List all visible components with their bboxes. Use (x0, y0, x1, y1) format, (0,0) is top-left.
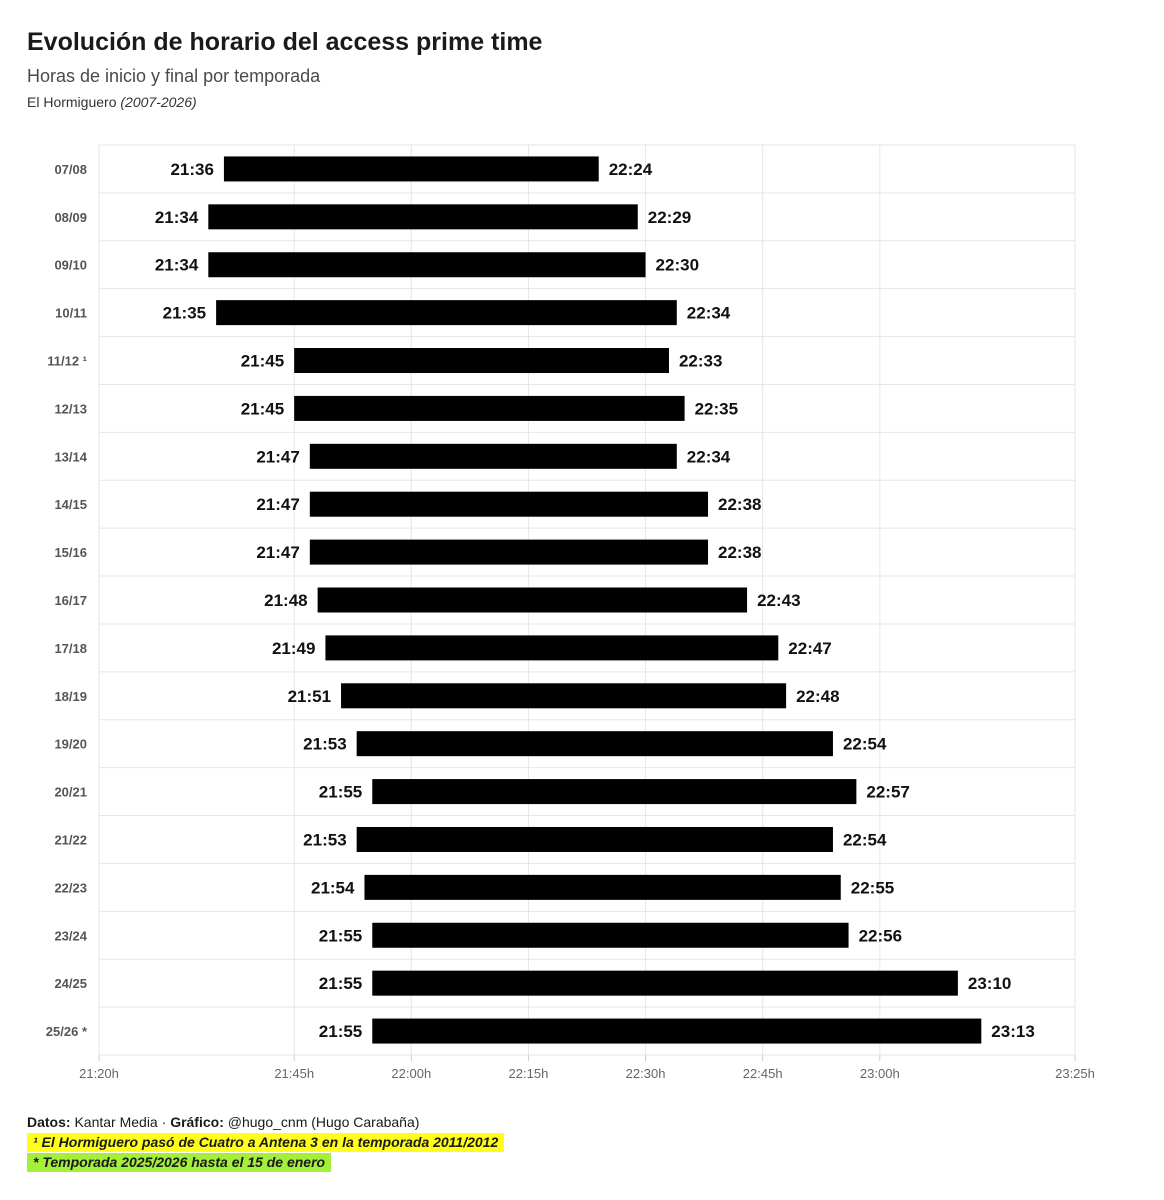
time-range-bar (364, 874, 841, 900)
season-label: 13/14 (54, 449, 87, 464)
end-time-label: 22:55 (851, 878, 894, 897)
end-time-label: 22:34 (687, 447, 731, 466)
season-label: 17/18 (54, 641, 87, 656)
chart-credit-label: Gráfico: (170, 1114, 224, 1130)
start-time-label: 21:45 (241, 399, 284, 418)
time-range-bar (372, 922, 849, 948)
season-label: 09/10 (54, 258, 87, 273)
season-label: 22/23 (54, 880, 87, 895)
x-tick-label: 23:25h (1055, 1066, 1095, 1081)
time-range-bar (309, 491, 709, 517)
x-tick-label: 21:20h (79, 1066, 119, 1081)
end-time-label: 23:10 (968, 974, 1011, 993)
time-range-bar (356, 826, 833, 852)
start-time-label: 21:49 (272, 639, 315, 658)
time-range-bar (294, 395, 685, 421)
start-time-label: 21:47 (256, 495, 299, 514)
end-time-label: 22:47 (788, 639, 831, 658)
end-time-label: 22:29 (648, 208, 691, 227)
end-time-label: 22:35 (695, 399, 738, 418)
chart-footer: Datos: Kantar Media · Gráfico: @hugo_cnm… (27, 1113, 505, 1172)
time-range-bar (309, 443, 677, 469)
start-time-label: 21:48 (264, 591, 307, 610)
end-time-label: 22:54 (843, 735, 887, 754)
end-time-label: 22:24 (609, 160, 653, 179)
end-time-label: 22:33 (679, 352, 722, 371)
chart-subtitle: Horas de inicio y final por temporada (27, 66, 321, 86)
time-range-bar (372, 1018, 982, 1044)
season-label: 23/24 (54, 928, 87, 943)
time-range-bar (325, 635, 779, 661)
chart-credit-value: @hugo_cnm (Hugo Carabaña) (227, 1114, 420, 1130)
end-time-label: 23:13 (991, 1022, 1034, 1041)
start-time-label: 21:53 (303, 830, 346, 849)
data-label: Datos: (27, 1114, 71, 1130)
season-label: 15/16 (54, 545, 87, 560)
end-time-label: 22:34 (687, 304, 731, 323)
footnote-channel-change: ¹ El Hormiguero pasó de Cuatro a Antena … (27, 1133, 505, 1152)
start-time-label: 21:34 (155, 256, 199, 275)
start-time-label: 21:36 (170, 160, 213, 179)
start-time-label: 21:55 (319, 974, 362, 993)
season-label: 19/20 (54, 737, 87, 752)
end-time-label: 22:38 (718, 495, 761, 514)
start-time-label: 21:45 (241, 352, 284, 371)
start-time-label: 21:47 (256, 447, 299, 466)
time-range-bar (317, 587, 748, 613)
x-tick-label: 22:15h (509, 1066, 549, 1081)
season-label: 08/09 (54, 210, 87, 225)
start-time-label: 21:55 (319, 783, 362, 802)
season-label: 07/08 (54, 162, 87, 177)
chart-show-line: El Hormiguero (2007-2026) (27, 94, 197, 110)
start-time-label: 21:54 (311, 878, 355, 897)
start-time-label: 21:55 (319, 926, 362, 945)
season-label: 21/22 (54, 832, 87, 847)
time-range-bar (309, 539, 709, 565)
end-time-label: 22:54 (843, 830, 887, 849)
show-name: El Hormiguero (27, 94, 117, 110)
footnote-partial-season: * Temporada 2025/2026 hasta el 15 de ene… (27, 1153, 332, 1172)
start-time-label: 21:35 (163, 304, 206, 323)
season-label: 14/15 (54, 497, 87, 512)
time-range-bar (372, 779, 857, 805)
end-time-label: 22:48 (796, 687, 839, 706)
start-time-label: 21:34 (155, 208, 199, 227)
end-time-label: 22:43 (757, 591, 800, 610)
start-time-label: 21:53 (303, 735, 346, 754)
time-range-bar (372, 970, 958, 996)
x-tick-label: 22:45h (743, 1066, 783, 1081)
show-years: (2007-2026) (120, 94, 197, 110)
season-label: 18/19 (54, 689, 87, 704)
start-time-label: 21:51 (288, 687, 331, 706)
end-time-label: 22:38 (718, 543, 761, 562)
season-label: 11/12 ¹ (47, 354, 87, 369)
season-label: 10/11 (55, 306, 87, 321)
x-tick-label: 22:00h (391, 1066, 431, 1081)
x-tick-label: 22:30h (626, 1066, 666, 1081)
end-time-label: 22:57 (866, 783, 909, 802)
time-range-bar (341, 683, 787, 709)
x-tick-label: 23:00h (860, 1066, 900, 1081)
season-label: 24/25 (54, 976, 87, 991)
separator: · (161, 1114, 167, 1130)
end-time-label: 22:56 (859, 926, 902, 945)
season-label: 12/13 (54, 401, 87, 416)
time-range-bar (294, 348, 669, 374)
time-range-bar (208, 252, 646, 278)
time-range-bar (208, 204, 638, 230)
season-label: 20/21 (54, 785, 87, 800)
chart-title: Evolución de horario del access prime ti… (27, 28, 543, 56)
x-tick-label: 21:45h (274, 1066, 314, 1081)
start-time-label: 21:47 (256, 543, 299, 562)
time-range-bar (216, 300, 677, 326)
time-range-bar (223, 156, 599, 182)
season-label: 16/17 (54, 593, 87, 608)
data-value: Kantar Media (74, 1114, 158, 1130)
source-line: Datos: Kantar Media · Gráfico: @hugo_cnm… (27, 1113, 504, 1132)
end-time-label: 22:30 (656, 256, 699, 275)
season-label: 25/26 * (46, 1024, 88, 1039)
range-bar-chart: 21:20h 21:45h 22:00h 22:15h 22:30h 22:45h 23:0… (46, 144, 1095, 1081)
time-range-bar (356, 731, 833, 757)
start-time-label: 21:55 (319, 1022, 362, 1041)
